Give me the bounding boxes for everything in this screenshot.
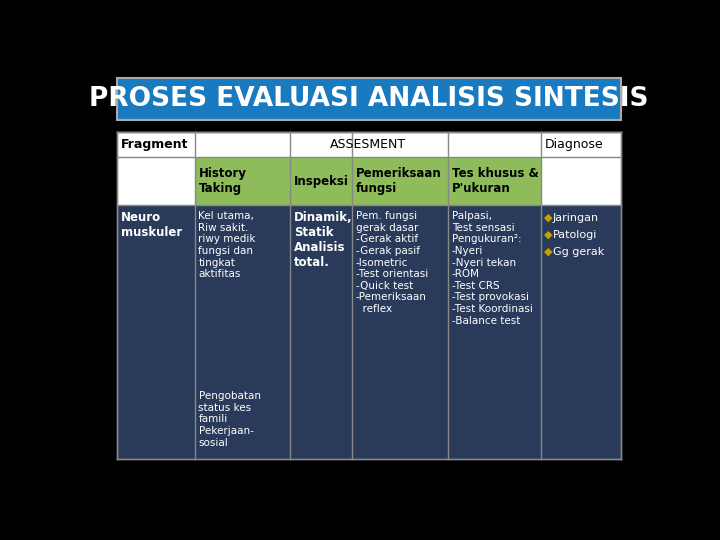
Text: ◆: ◆ — [544, 230, 553, 240]
Text: ◆: ◆ — [544, 213, 553, 222]
Text: Patologi: Patologi — [553, 230, 597, 240]
FancyBboxPatch shape — [352, 157, 448, 205]
Text: Inspeksi: Inspeksi — [294, 174, 348, 187]
Text: Dinamik,
Statik
Analisis
total.: Dinamik, Statik Analisis total. — [294, 211, 353, 269]
Text: Gg gerak: Gg gerak — [553, 247, 604, 256]
FancyBboxPatch shape — [117, 205, 621, 459]
FancyBboxPatch shape — [448, 157, 541, 205]
Text: PROSES EVALUASI ANALISIS SINTESIS: PROSES EVALUASI ANALISIS SINTESIS — [89, 86, 649, 112]
FancyBboxPatch shape — [194, 157, 290, 205]
Text: Diagnose: Diagnose — [545, 138, 603, 151]
FancyBboxPatch shape — [290, 157, 352, 205]
Text: Pemeriksaan
fungsi: Pemeriksaan fungsi — [356, 167, 441, 195]
Text: Jaringan: Jaringan — [553, 213, 599, 222]
Text: Pengobatan
status kes
famili
Pekerjaan-
sosial: Pengobatan status kes famili Pekerjaan- … — [199, 392, 261, 448]
Text: Fragment: Fragment — [121, 138, 189, 151]
Text: ASSESMENT: ASSESMENT — [330, 138, 406, 151]
Text: Tes khusus &
P'ukuran: Tes khusus & P'ukuran — [452, 167, 539, 195]
Text: ◆: ◆ — [544, 247, 553, 256]
Text: Palpasi,
Test sensasi
Pengukuran²:
-Nyeri
-Nyeri tekan
-ROM
-Test CRS
-Test prov: Palpasi, Test sensasi Pengukuran²: -Nyer… — [452, 211, 533, 326]
FancyBboxPatch shape — [117, 157, 621, 205]
FancyBboxPatch shape — [117, 132, 621, 157]
Text: History
Taking: History Taking — [199, 167, 246, 195]
FancyBboxPatch shape — [117, 78, 621, 120]
Text: Kel utama,
Riw sakit.
riwy medik
fungsi dan
tingkat
aktifitas: Kel utama, Riw sakit. riwy medik fungsi … — [199, 211, 256, 279]
Text: Neuro
muskuler: Neuro muskuler — [121, 211, 182, 239]
Text: Pem. fungsi
gerak dasar
-Gerak aktif
-Gerak pasif
-Isometric
-Test orientasi
-Qu: Pem. fungsi gerak dasar -Gerak aktif -Ge… — [356, 211, 428, 314]
